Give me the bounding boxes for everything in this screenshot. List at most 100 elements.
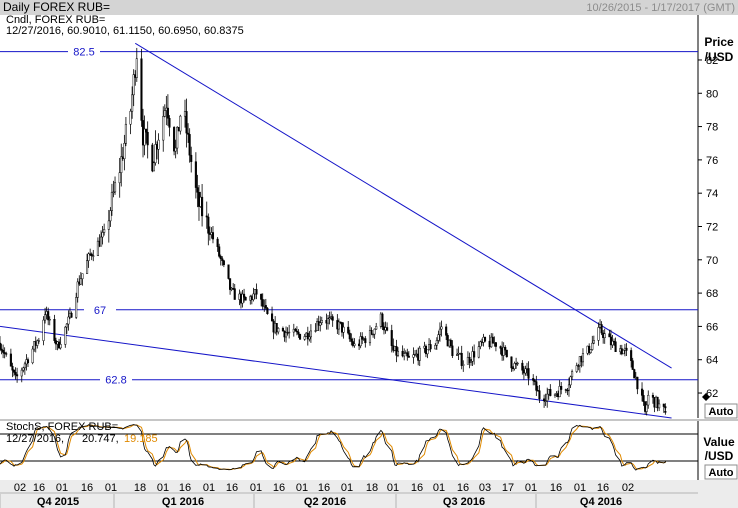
- day-tick-label: 03: [479, 482, 491, 494]
- candle-body: [0, 342, 2, 350]
- candle-body: [157, 139, 160, 150]
- candle-body: [44, 314, 47, 321]
- candle: [533, 379, 536, 386]
- candle: [386, 322, 389, 332]
- stoch-k-value: 20.747,: [82, 433, 119, 445]
- day-tick-label: 01: [574, 482, 586, 494]
- candle-body: [477, 346, 480, 358]
- candle: [473, 344, 476, 365]
- candle-body: [381, 313, 384, 328]
- candle-body: [143, 128, 146, 146]
- stoch-auto-button[interactable]: Auto: [704, 464, 738, 480]
- candle-body: [483, 336, 487, 342]
- candle: [2, 344, 5, 359]
- candle: [244, 296, 247, 301]
- price-tick-label: 74: [706, 188, 718, 200]
- candle-body: [76, 281, 79, 298]
- day-tick-label: 16: [33, 482, 45, 494]
- candle: [469, 359, 473, 366]
- candle-body: [351, 341, 354, 346]
- candle: [527, 361, 530, 386]
- candle: [510, 356, 513, 372]
- candle: [36, 339, 39, 349]
- candle-body: [510, 356, 513, 369]
- candle: [145, 128, 148, 144]
- candle-body: [294, 328, 297, 332]
- candle: [597, 322, 600, 346]
- candle-body: [79, 278, 82, 285]
- candle-body: [567, 384, 571, 391]
- candle-body: [504, 347, 507, 351]
- candle-body: [124, 123, 127, 144]
- candle-body: [468, 356, 471, 363]
- day-tick-label: 01: [203, 482, 215, 494]
- candle-body: [494, 342, 497, 347]
- candle: [403, 348, 406, 361]
- candle: [123, 134, 126, 171]
- price-tick-label: 64: [706, 355, 718, 367]
- candle-body: [642, 395, 645, 402]
- price-auto-button[interactable]: Auto: [704, 403, 738, 419]
- candle: [373, 328, 376, 339]
- candle-body: [70, 312, 73, 318]
- day-tick-label: 17: [502, 482, 514, 494]
- candle: [662, 403, 665, 413]
- price-auto-button-box[interactable]: [704, 403, 738, 419]
- candle-body: [211, 232, 215, 240]
- candle: [306, 326, 309, 346]
- candle: [347, 321, 350, 335]
- candle-body: [435, 340, 438, 346]
- candle: [227, 264, 230, 280]
- candle-body: [129, 110, 132, 125]
- candle: [3, 347, 6, 359]
- candle-body: [306, 332, 309, 340]
- candle-body: [37, 340, 40, 342]
- title-bar: [0, 0, 738, 15]
- candle: [331, 314, 334, 327]
- candle: [152, 161, 155, 172]
- candle: [435, 337, 438, 351]
- candle-body: [546, 393, 549, 402]
- price-auto-button-label[interactable]: Auto: [708, 406, 733, 418]
- candle: [99, 230, 103, 247]
- candle: [221, 256, 224, 266]
- candle: [575, 362, 578, 374]
- candle-body: [99, 236, 103, 247]
- candle-body: [449, 339, 452, 347]
- candle-body: [168, 118, 171, 128]
- candle-body: [543, 398, 546, 402]
- candle-body: [113, 182, 117, 193]
- candle: [113, 176, 117, 195]
- candle-body: [146, 131, 149, 146]
- candle-body: [331, 316, 334, 321]
- chart-title: Daily FOREX RUB=: [3, 0, 110, 14]
- candle-body: [166, 107, 169, 119]
- candle: [96, 237, 99, 256]
- candle-body: [14, 372, 17, 375]
- candle-body: [319, 322, 322, 326]
- candle-body: [600, 324, 603, 334]
- candle: [328, 311, 331, 325]
- candle: [567, 377, 571, 397]
- stoch-auto-button-box[interactable]: [704, 464, 738, 480]
- candle-body: [31, 348, 34, 364]
- candle: [479, 340, 482, 350]
- candle: [351, 337, 354, 348]
- stoch-auto-button-label[interactable]: Auto: [708, 467, 733, 479]
- candle: [396, 347, 400, 358]
- candle-body: [266, 307, 269, 315]
- candle-body: [553, 393, 557, 396]
- candle-body: [403, 353, 406, 357]
- candle-body: [123, 143, 126, 160]
- candle-body: [244, 296, 247, 301]
- trend-line: [0, 325, 672, 419]
- candle-body: [469, 361, 473, 363]
- candle-body: [295, 330, 298, 333]
- candle-body: [288, 331, 291, 334]
- candle: [631, 357, 634, 370]
- candle: [395, 339, 398, 363]
- candle: [359, 332, 362, 349]
- candle-body: [328, 317, 331, 319]
- candle-body: [173, 127, 176, 152]
- candle: [625, 343, 628, 356]
